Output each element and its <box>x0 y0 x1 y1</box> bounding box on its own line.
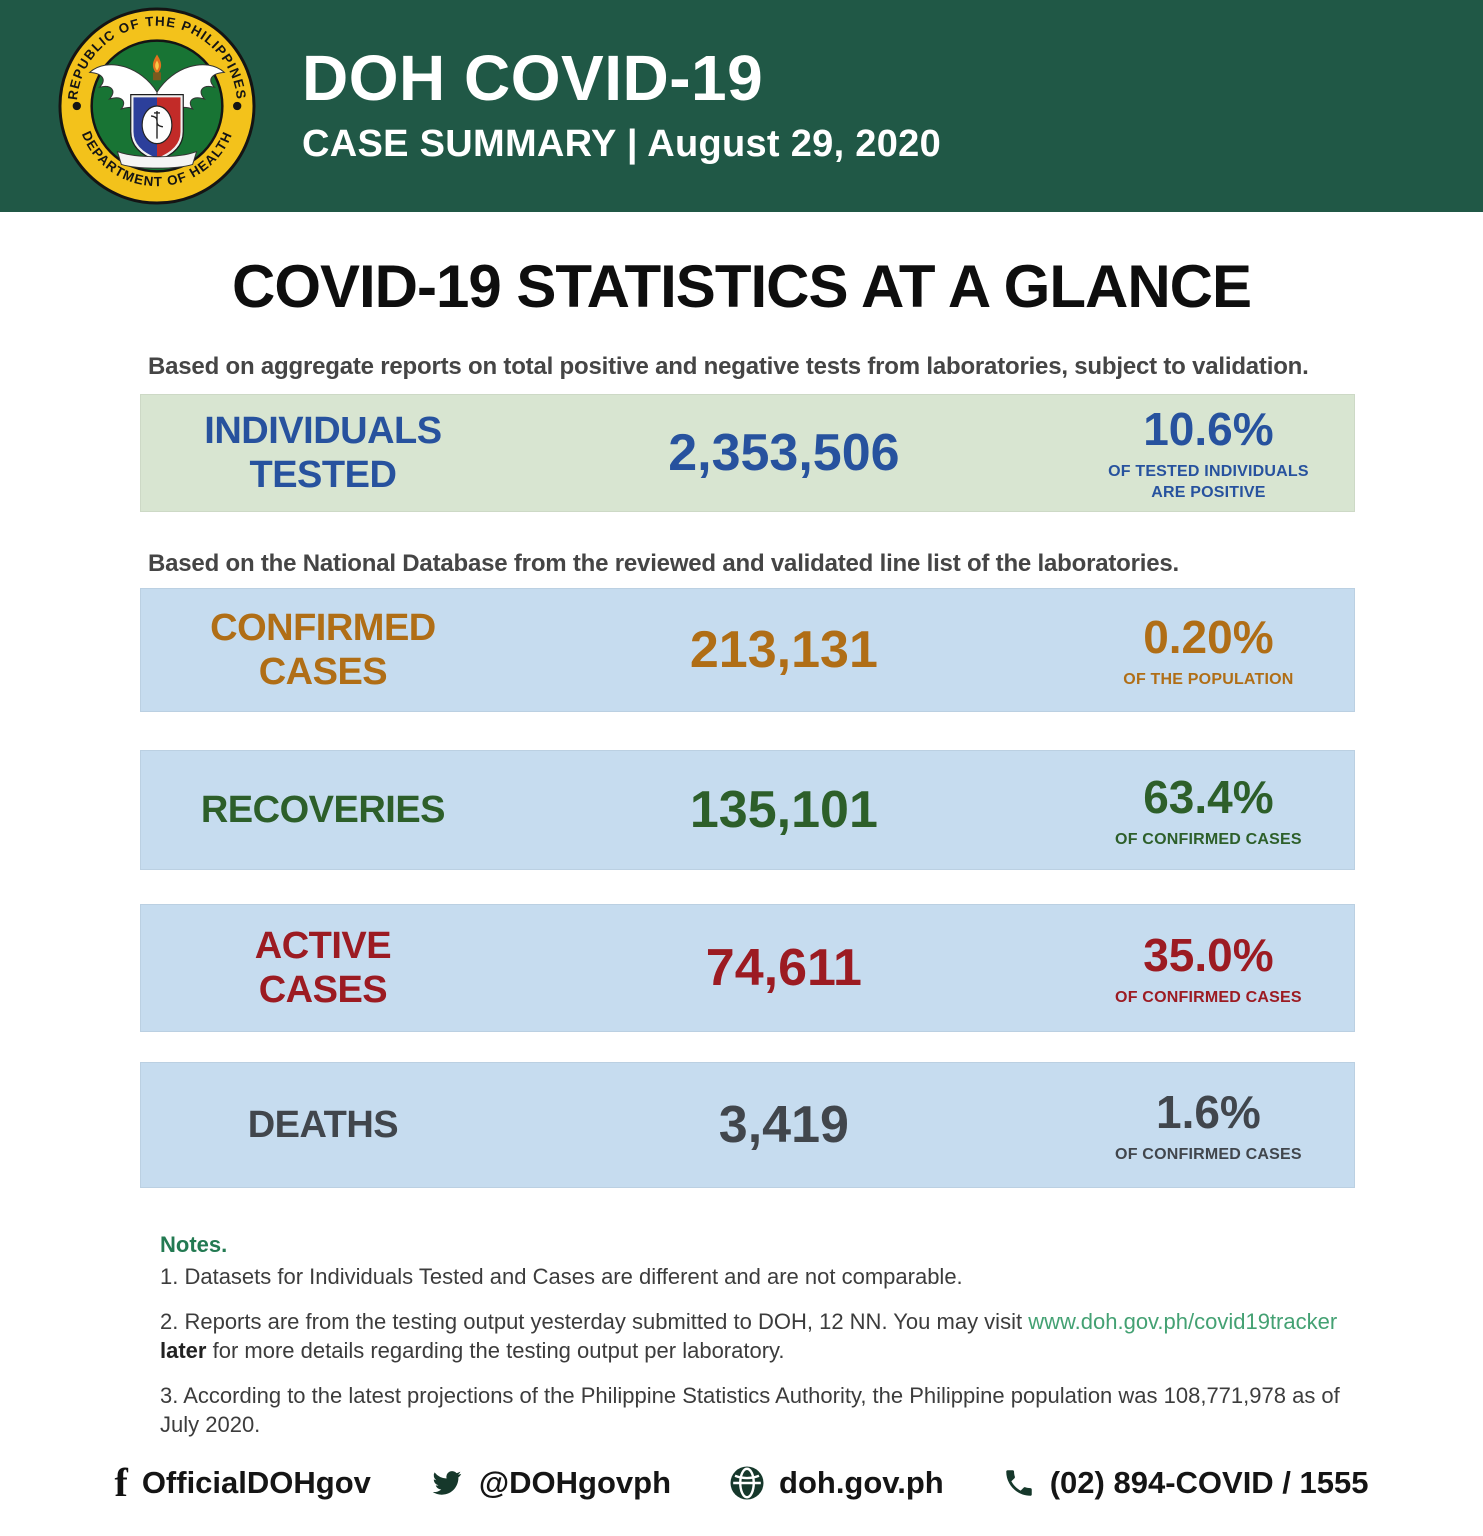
stat-label: CONFIRMED CASES <box>210 606 436 693</box>
stat-value: 74,611 <box>705 939 862 997</box>
caduceus-icon <box>150 110 164 139</box>
stat-label: INDIVIDUALS TESTED <box>204 409 442 496</box>
stat-percent-label: OF THE POPULATION <box>1123 670 1294 688</box>
note-3: 3. According to the latest projections o… <box>160 1383 1340 1438</box>
national-database-note: Based on the National Database from the … <box>148 550 1179 577</box>
stat-panel-confirmed-cases: CONFIRMED CASES 213,131 0.20% OF THE POP… <box>140 588 1355 712</box>
report-subtitle-date: CASE SUMMARY | August 29, 2020 <box>302 123 942 166</box>
stat-value: 3,419 <box>718 1096 849 1154</box>
stat-percent-block: 35.0% OF CONFIRMED CASES <box>1063 928 1354 1009</box>
twitter-icon <box>429 1465 465 1501</box>
doh-seal-logo: REPUBLIC OF THE PHILIPPINES DEPARTMENT O… <box>58 7 256 205</box>
stat-label: RECOVERIES <box>200 788 446 831</box>
stat-value: 135,101 <box>689 781 878 839</box>
stat-panel-active-cases: ACTIVE CASES 74,611 35.0% OF CONFIRMED C… <box>140 904 1355 1032</box>
stat-percent-block: 1.6% OF CONFIRMED CASES <box>1063 1085 1354 1166</box>
website-link[interactable]: doh.gov.ph <box>729 1465 944 1501</box>
notes-heading: Notes. <box>160 1232 228 1257</box>
globe-icon <box>729 1465 765 1501</box>
notes-section: Notes. 1. Datasets for Individuals Teste… <box>160 1232 1363 1439</box>
stat-panel-recoveries: RECOVERIES 135,101 63.4% OF CONFIRMED CA… <box>140 750 1355 870</box>
page-title: COVID-19 STATISTICS AT A GLANCE <box>231 253 1252 320</box>
footer-social-bar: f OfficialDOHgov @DOHgovph doh.gov.ph (0… <box>0 1463 1483 1503</box>
stat-percent-block: 10.6% OF TESTED INDIVIDUALS ARE POSITIVE <box>1063 402 1354 504</box>
stat-percent-value: 63.4% <box>1143 770 1274 823</box>
facebook-handle[interactable]: f OfficialDOHgov <box>114 1460 371 1506</box>
twitter-handle[interactable]: @DOHgovph <box>429 1465 671 1501</box>
stat-percent-value: 35.0% <box>1143 928 1274 981</box>
stat-percent-label: OF TESTED INDIVIDUALS ARE POSITIVE <box>1108 463 1309 501</box>
aggregate-reports-note: Based on aggregate reports on total posi… <box>148 353 1309 380</box>
stat-percent-value: 0.20% <box>1143 610 1274 663</box>
stat-value: 213,131 <box>689 621 878 679</box>
header-banner: REPUBLIC OF THE PHILIPPINES DEPARTMENT O… <box>0 0 1483 212</box>
stat-panel-deaths: DEATHS 3,419 1.6% OF CONFIRMED CASES <box>140 1062 1355 1188</box>
facebook-icon: f <box>114 1460 128 1506</box>
stat-label: ACTIVE CASES <box>254 924 392 1011</box>
torch-flame-icon <box>152 54 162 81</box>
note-1: 1. Datasets for Individuals Tested and C… <box>160 1264 963 1289</box>
stat-percent-label: OF CONFIRMED CASES <box>1115 1145 1302 1163</box>
stat-label: DEATHS <box>247 1103 399 1146</box>
stat-percent-value: 10.6% <box>1143 403 1274 456</box>
stat-panel-individuals-tested: INDIVIDUALS TESTED 2,353,506 10.6% OF TE… <box>140 394 1355 512</box>
stat-percent-value: 1.6% <box>1155 1085 1261 1138</box>
banner-ribbon <box>116 150 198 169</box>
stat-percent-label: OF CONFIRMED CASES <box>1115 988 1302 1006</box>
note-2: 2. Reports are from the testing output y… <box>160 1309 1338 1364</box>
stat-value: 2,353,506 <box>668 424 900 482</box>
stat-percent-block: 0.20% OF THE POPULATION <box>1063 610 1354 691</box>
covid19tracker-link[interactable]: www.doh.gov.ph/covid19tracker <box>1028 1309 1338 1335</box>
phone-hotline[interactable]: (02) 894-COVID / 1555 <box>1002 1465 1369 1501</box>
stat-percent-label: OF CONFIRMED CASES <box>1115 830 1302 848</box>
phone-icon <box>1002 1466 1036 1500</box>
app-title: DOH COVID-19 <box>302 41 764 114</box>
stat-percent-block: 63.4% OF CONFIRMED CASES <box>1063 770 1354 851</box>
